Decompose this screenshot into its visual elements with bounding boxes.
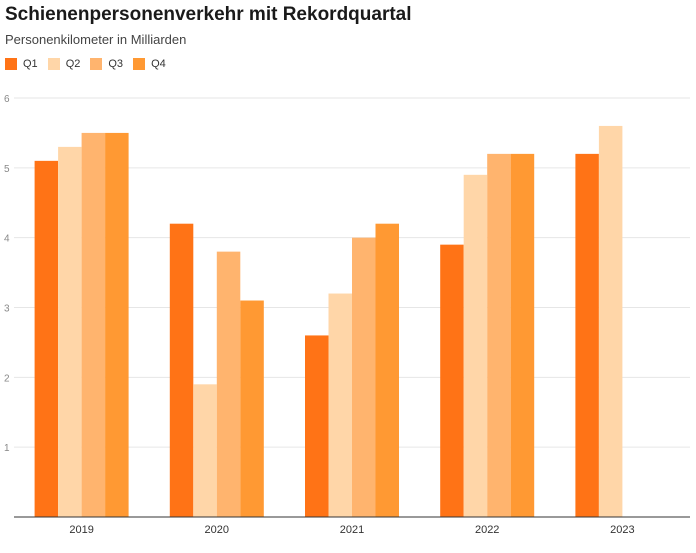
chart-legend: Q1 Q2 Q3 Q4 xyxy=(5,58,176,70)
legend-swatch-q2 xyxy=(47,58,60,70)
y-tick-label: 2 xyxy=(4,373,10,384)
legend-swatch-q1 xyxy=(5,58,17,70)
bar-q4-2019 xyxy=(105,132,129,517)
bar-q2-2023 xyxy=(598,125,623,517)
legend-label-q3: Q3 xyxy=(108,58,124,70)
y-tick-label: 4 xyxy=(4,234,10,245)
x-tick-label: 2023 xyxy=(610,524,634,536)
bar-q4-2020 xyxy=(240,300,264,517)
legend-item-q2: Q2 xyxy=(47,58,81,70)
bar-q1-2023 xyxy=(575,153,599,517)
y-tick-label: 6 xyxy=(4,94,10,105)
bar-q1-2022 xyxy=(440,244,464,517)
x-tick-label: 2021 xyxy=(340,524,364,536)
bar-q3-2021 xyxy=(352,237,376,517)
bar-q2-2019 xyxy=(58,146,82,517)
x-tick-label: 2020 xyxy=(205,524,229,536)
legend-label-q4: Q4 xyxy=(151,58,166,70)
bar-q3-2022 xyxy=(487,153,511,517)
bar-q1-2021 xyxy=(305,335,329,517)
legend-swatch-q3 xyxy=(90,58,103,70)
bar-q2-2020 xyxy=(193,384,217,517)
legend-swatch-q4 xyxy=(133,58,146,70)
bar-q3-2020 xyxy=(216,251,241,517)
legend-label-q2: Q2 xyxy=(65,58,81,70)
bar-q1-2019 xyxy=(34,160,59,517)
legend-item-q1: Q1 xyxy=(5,58,38,70)
bar-q1-2020 xyxy=(169,223,194,517)
legend-item-q4: Q4 xyxy=(133,58,166,70)
bar-q4-2022 xyxy=(510,153,535,517)
x-tick-label: 2019 xyxy=(69,524,93,536)
bar-q4-2021 xyxy=(375,223,399,517)
y-tick-label: 3 xyxy=(4,304,10,315)
y-tick-label: 1 xyxy=(4,443,10,454)
legend-item-q3: Q3 xyxy=(90,58,123,70)
chart-subtitle: Personenkilometer in Milliarden xyxy=(5,32,187,47)
chart-title: Schienenpersonenverkehr mit Rekordquarta… xyxy=(5,4,412,25)
x-tick-label: 2022 xyxy=(475,524,499,536)
bar-q2-2021 xyxy=(328,293,352,517)
bar-q3-2019 xyxy=(81,132,106,517)
bar-q2-2022 xyxy=(463,174,488,518)
legend-label-q1: Q1 xyxy=(23,58,38,70)
y-tick-label: 5 xyxy=(4,164,10,175)
